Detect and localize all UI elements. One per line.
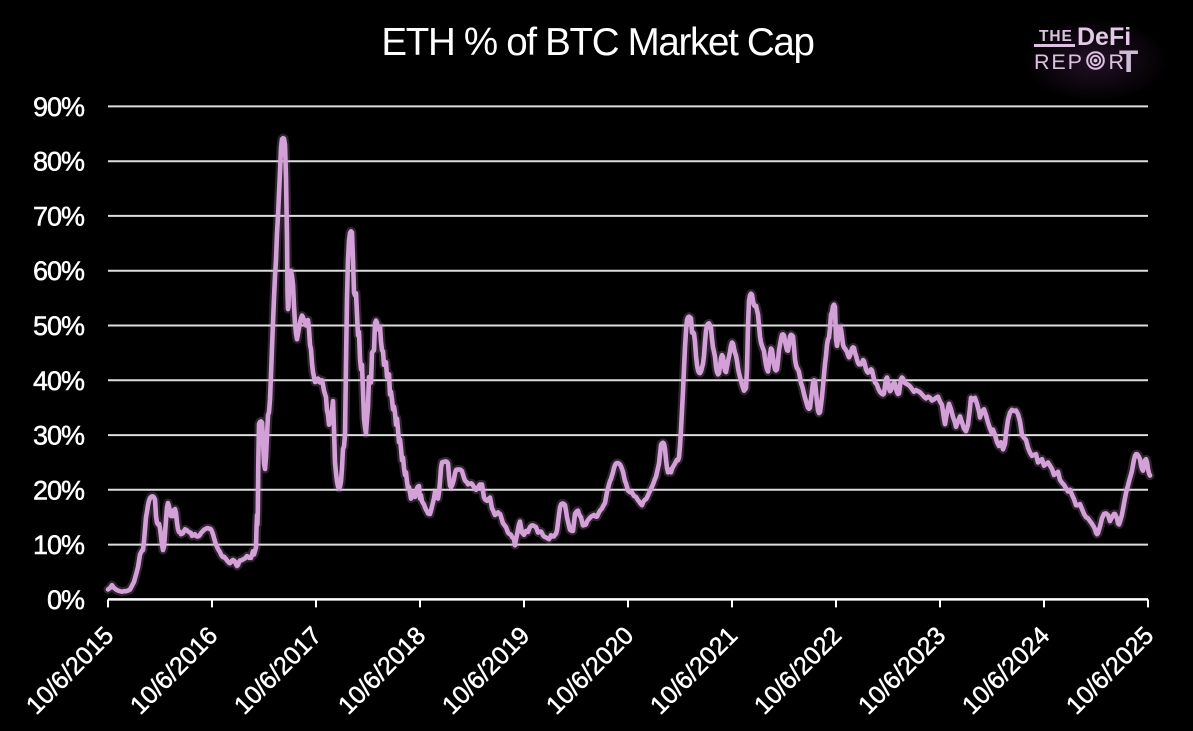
svg-text:40%: 40% <box>33 366 85 396</box>
svg-text:10%: 10% <box>33 530 85 560</box>
svg-text:20%: 20% <box>33 475 85 505</box>
svg-text:80%: 80% <box>33 147 85 177</box>
svg-text:70%: 70% <box>33 201 85 231</box>
svg-text:90%: 90% <box>33 92 85 122</box>
svg-text:50%: 50% <box>33 311 85 341</box>
svg-text:60%: 60% <box>33 256 85 286</box>
svg-text:0%: 0% <box>47 585 85 615</box>
svg-text:30%: 30% <box>33 421 85 451</box>
